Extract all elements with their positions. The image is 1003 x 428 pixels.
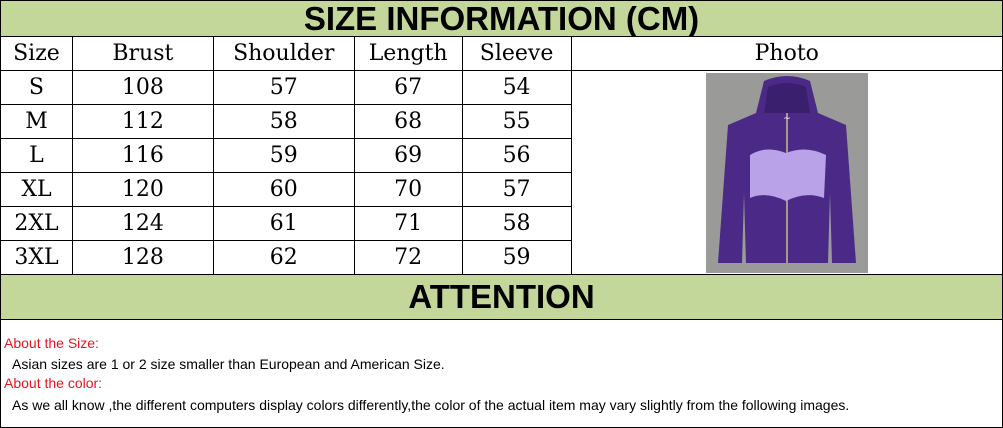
cell-brust: 116 [71, 138, 214, 173]
cell-brust: 108 [71, 70, 214, 105]
color-note-text: As we all know ,the different computers … [12, 397, 850, 413]
notes-section: About the Size: Asian sizes are 1 or 2 s… [0, 319, 1003, 428]
cell-brust: 112 [71, 104, 214, 139]
cell-shoulder: 60 [212, 172, 355, 207]
cell-sleeve: 54 [461, 70, 572, 105]
cell-brust: 120 [71, 172, 214, 207]
cell-length: 69 [353, 138, 463, 173]
size-note-text: Asian sizes are 1 or 2 size smaller than… [12, 356, 445, 372]
hoodie-photo: ~ [705, 72, 868, 273]
cell-shoulder: 61 [212, 206, 355, 241]
header-size: Size [0, 36, 73, 71]
cell-shoulder: 59 [212, 138, 355, 173]
color-note-heading: About the color: [4, 375, 103, 391]
cell-size: L [0, 138, 73, 173]
cell-sleeve: 58 [461, 206, 572, 241]
table-row: L 116 59 69 56 [0, 138, 1003, 173]
header-shoulder: Shoulder [212, 36, 355, 71]
size-info-title: SIZE INFORMATION (CM) [0, 0, 1003, 37]
table-row: S 108 57 67 54 ~ [0, 70, 1003, 275]
header-photo: Photo [570, 36, 1003, 71]
cell-sleeve: 55 [461, 104, 572, 139]
cell-sleeve: 59 [461, 240, 572, 275]
cell-length: 70 [353, 172, 463, 207]
cell-length: 72 [353, 240, 463, 275]
attention-heading: ATTENTION [0, 274, 1003, 320]
cell-size: 3XL [0, 240, 73, 275]
size-table: Size Brust Shoulder Length Sleeve Photo … [0, 36, 1003, 275]
photo-cell: ~ [570, 70, 1003, 275]
cell-shoulder: 58 [212, 104, 355, 139]
cell-sleeve: 56 [461, 138, 572, 173]
table-header-row: Size Brust Shoulder Length Sleeve Photo [0, 36, 1003, 71]
table-row: M 112 58 68 55 [0, 104, 1003, 139]
cell-size: XL [0, 172, 73, 207]
size-note-heading: About the Size: [4, 335, 99, 351]
cell-shoulder: 62 [212, 240, 355, 275]
cell-brust: 128 [71, 240, 214, 275]
cell-size: S [0, 70, 73, 105]
cell-size: 2XL [0, 206, 73, 241]
cell-length: 68 [353, 104, 463, 139]
cell-sleeve: 57 [461, 172, 572, 207]
svg-text:~: ~ [783, 114, 791, 124]
cell-shoulder: 57 [212, 70, 355, 105]
header-brust: Brust [71, 36, 214, 71]
cell-length: 67 [353, 70, 463, 105]
table-row: XL 120 60 70 57 [0, 172, 1003, 207]
cell-size: M [0, 104, 73, 139]
header-length: Length [353, 36, 463, 71]
cell-length: 71 [353, 206, 463, 241]
cell-brust: 124 [71, 206, 214, 241]
header-sleeve: Sleeve [461, 36, 572, 71]
